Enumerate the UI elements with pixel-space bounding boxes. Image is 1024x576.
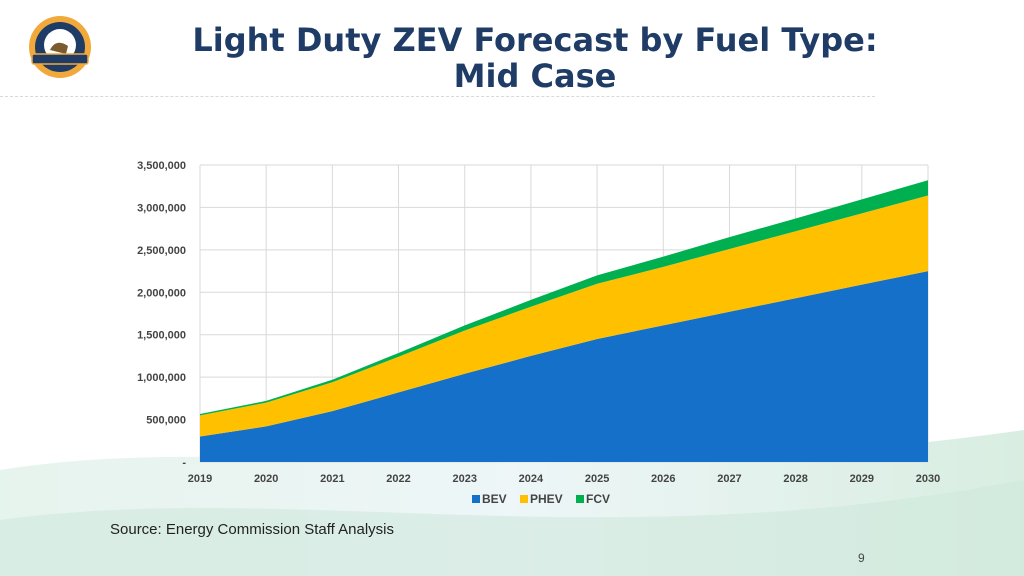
area-series-phev — [200, 195, 928, 437]
title-line-2: Mid Case — [453, 57, 617, 95]
x-tick-label: 2030 — [916, 473, 940, 485]
y-tick-label: 1,000,000 — [137, 372, 186, 384]
x-tick-label: 2028 — [783, 473, 807, 485]
legend-label-fcv: FCV — [586, 492, 610, 506]
legend-swatch-phev — [520, 495, 528, 503]
x-tick-label: 2023 — [452, 473, 476, 485]
legend-swatch-fcv — [576, 495, 584, 503]
y-tick-label: 1,500,000 — [137, 330, 186, 342]
y-tick-label: 2,500,000 — [137, 245, 186, 257]
x-tick-label: 2021 — [320, 473, 344, 485]
area-series-bev — [200, 271, 928, 462]
area-series-fcv — [200, 180, 928, 416]
x-tick-label: 2026 — [651, 473, 675, 485]
y-tick-label: 3,500,000 — [137, 160, 186, 172]
x-tick-label: 2024 — [519, 473, 544, 485]
x-tick-label: 2027 — [717, 473, 741, 485]
y-tick-label: 2,000,000 — [137, 287, 186, 299]
legend-swatch-bev — [472, 495, 480, 503]
slide-title: Light Duty ZEV Forecast by Fuel Type: Mi… — [150, 22, 920, 94]
y-tick-label: - — [182, 457, 186, 469]
y-tick-label: 3,000,000 — [137, 202, 186, 214]
title-divider — [0, 96, 875, 97]
page-number: 9 — [858, 551, 865, 565]
energy-commission-logo — [29, 16, 91, 78]
source-note: Source: Energy Commission Staff Analysis — [110, 521, 395, 538]
zev-forecast-area-chart: - 500,000 1,000,000 1,500,000 2,000,000 2,500… — [137, 160, 940, 506]
x-tick-label: 2019 — [188, 473, 212, 485]
legend-label-phev: PHEV — [530, 492, 563, 506]
x-tick-label: 2022 — [386, 473, 410, 485]
x-tick-label: 2029 — [850, 473, 874, 485]
title-line-1: Light Duty ZEV Forecast by Fuel Type: — [192, 21, 878, 59]
legend-label-bev: BEV — [482, 492, 507, 506]
x-tick-label: 2025 — [585, 473, 609, 485]
y-tick-label: 500,000 — [146, 415, 186, 427]
x-tick-label: 2020 — [254, 473, 278, 485]
